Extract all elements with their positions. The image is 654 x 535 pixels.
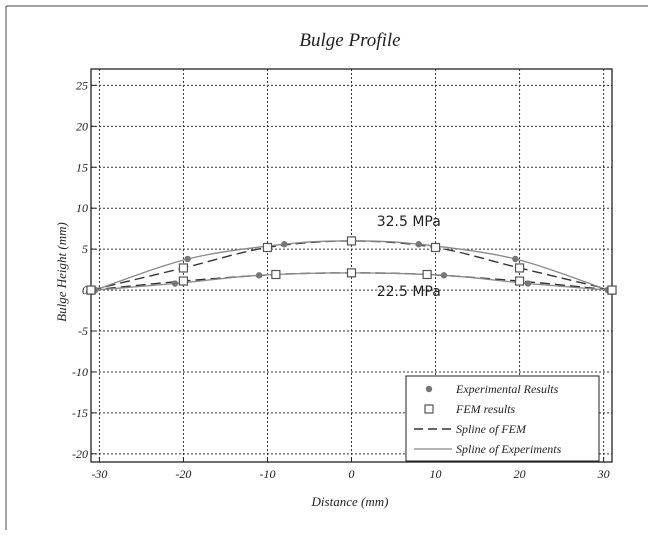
- experimental-point: [524, 280, 532, 287]
- legend-box: [405, 375, 600, 462]
- fem-point: [514, 276, 525, 286]
- annotation-22-5-mpa: 22.5 MPa: [377, 284, 441, 300]
- x-tick-label: 10: [430, 467, 442, 481]
- legend-dot-marker: [425, 385, 433, 393]
- legend: Experimental Results FEM results Spline …: [405, 375, 600, 462]
- y-tick-label: 25: [76, 78, 88, 92]
- legend-square-marker: [424, 404, 434, 414]
- y-tick-label: 10: [76, 201, 88, 215]
- x-tick-label: 30: [597, 467, 610, 481]
- chart-title: Bulge Profile: [299, 30, 400, 51]
- experimental-point: [184, 255, 191, 263]
- fem-point: [271, 269, 281, 280]
- y-axis-label: Bulge Height (mm): [54, 222, 69, 322]
- x-tick-label: -30: [91, 467, 107, 481]
- x-tick-label: 0: [349, 467, 355, 481]
- experimental-point: [255, 272, 263, 279]
- grid: [91, 69, 612, 462]
- y-tick-label: 20: [76, 119, 88, 133]
- y-tick-label: -10: [72, 365, 88, 379]
- legend-label-spline-experiments: Spline of Experiments: [456, 442, 562, 456]
- legend-label-spline-fem: Spline of FEM: [456, 422, 527, 436]
- y-tick-label: -15: [72, 406, 88, 420]
- legend-label-fem: FEM results: [455, 402, 516, 416]
- legend-label-experimental: Experimental Results: [455, 382, 559, 396]
- y-tick-label: -20: [72, 447, 88, 461]
- fem-point: [607, 285, 617, 295]
- x-tick-label: -10: [259, 467, 275, 481]
- fem-point: [422, 269, 432, 280]
- fem-point: [514, 263, 525, 273]
- experimental-point: [281, 241, 288, 248]
- y-tick-label: 5: [82, 242, 88, 256]
- x-axis-label: Distance (mm): [311, 494, 389, 509]
- fem-point: [430, 242, 441, 253]
- x-tick-label: 20: [514, 467, 526, 481]
- fem-point: [346, 236, 357, 246]
- y-tick-label: 0: [82, 283, 88, 297]
- fem-point: [178, 276, 189, 286]
- experimental-point: [512, 255, 519, 263]
- x-tick-label: -20: [175, 467, 191, 481]
- fem-point: [86, 285, 96, 295]
- y-tick-label: 15: [76, 160, 88, 174]
- fem-point: [178, 263, 189, 273]
- data-series: [86, 236, 617, 295]
- fem-point: [262, 242, 273, 253]
- fem-point: [346, 268, 357, 278]
- experimental-point: [415, 241, 422, 248]
- y-tick-label: -5: [78, 324, 88, 338]
- experimental-point: [440, 272, 448, 279]
- experimental-point: [171, 280, 179, 287]
- annotation-32-5-mpa: 32.5 MPa: [377, 214, 441, 230]
